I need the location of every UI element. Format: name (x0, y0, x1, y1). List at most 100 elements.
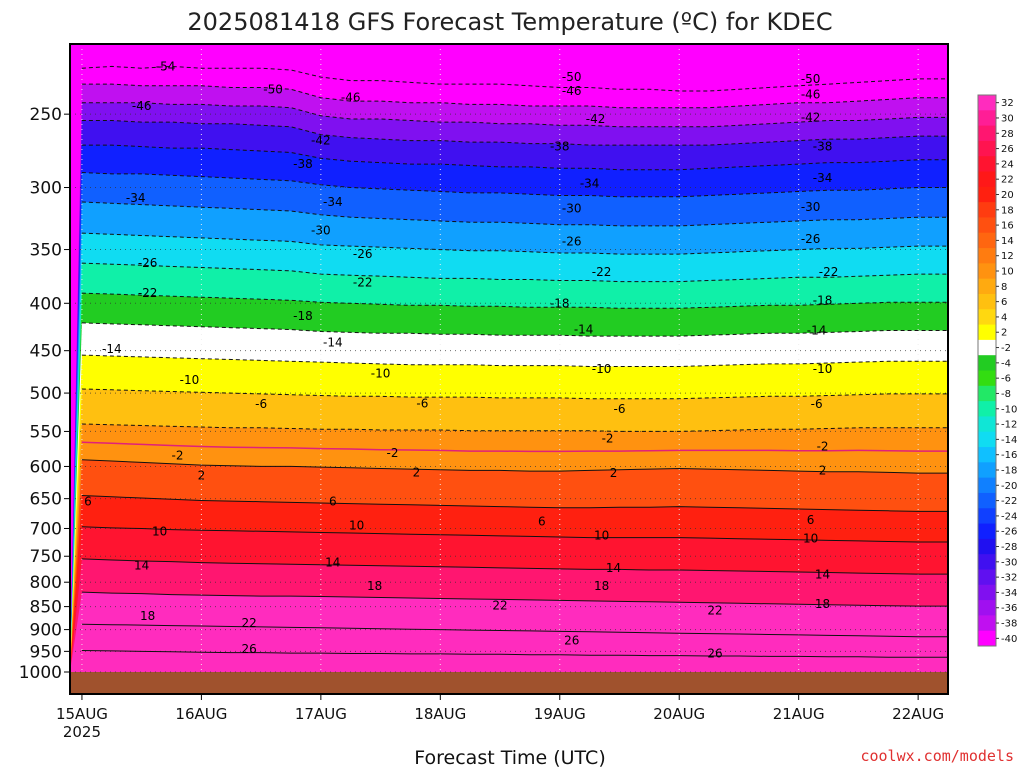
colorbar-label: -26 (1001, 527, 1017, 538)
colorbar-label: 26 (1001, 144, 1014, 155)
colorbar-swatch (978, 416, 996, 433)
contour-label: 22 (707, 603, 722, 617)
contour-label: -22 (592, 265, 612, 279)
colorbar-swatch (978, 508, 996, 525)
colorbar-swatch (978, 309, 996, 326)
y-tick-label: 950 (30, 642, 62, 662)
y-tick-label: 400 (30, 294, 62, 314)
colorbar-label: 12 (1001, 251, 1014, 262)
colorbar-label: -20 (1001, 481, 1017, 492)
x-tick-label: 16AUG (175, 705, 227, 723)
contour-label: 2 (610, 466, 618, 480)
colorbar-label: -6 (1001, 374, 1011, 385)
colorbar-swatch (978, 263, 996, 280)
colorbar-swatch (978, 140, 996, 157)
isotherm--50 (81, 83, 948, 109)
colorbar-label: -8 (1001, 389, 1011, 400)
colorbar-label: 8 (1001, 282, 1007, 293)
colorbar-swatch (978, 584, 996, 601)
contour-label: 14 (815, 568, 830, 582)
contour-label: -30 (562, 201, 582, 215)
freezing-line (81, 441, 948, 453)
colorbar-label: -14 (1001, 435, 1017, 446)
isotherm--2 (81, 423, 948, 432)
contour-label: 2 (198, 469, 206, 483)
colorbar-label: -32 (1001, 573, 1017, 584)
contour-label: 18 (594, 579, 609, 593)
y-tick-label: 550 (30, 422, 62, 442)
colorbar-label: 28 (1001, 129, 1014, 140)
contour-label: -6 (255, 397, 267, 411)
colorbar-swatch (978, 95, 996, 111)
colorbar-swatch (978, 156, 996, 173)
contour-label: -50 (562, 70, 582, 84)
colorbar-label: -38 (1001, 619, 1017, 630)
contour-label: -22 (819, 265, 839, 279)
y-tick-label: 1000 (19, 663, 62, 683)
contour-label: 22 (492, 599, 507, 613)
colorbar-label: 10 (1001, 267, 1014, 278)
colorbar-label: -36 (1001, 603, 1017, 614)
isotherm-22 (81, 623, 948, 638)
contour-label: 2 (819, 463, 827, 477)
contour-label: 18 (815, 597, 830, 611)
isotherm--30 (81, 201, 948, 227)
isotherm--10 (81, 354, 948, 367)
colorbar-label: 20 (1001, 190, 1014, 201)
contour-label: -10 (592, 362, 612, 376)
colorbar-swatch (978, 248, 996, 264)
contour-label: -26 (138, 256, 158, 270)
colorbar-swatch (978, 232, 996, 249)
contour-label: 6 (538, 515, 546, 529)
isotherm-26 (81, 650, 948, 658)
contour-label: 6 (807, 513, 815, 527)
x-tick-label: 22AUG (892, 705, 944, 723)
contour-label: -18 (550, 296, 570, 310)
colorbar-swatch (978, 339, 996, 356)
y-tick-label: 900 (30, 621, 62, 641)
contour-label: 6 (84, 495, 92, 509)
colorbar-label: 14 (1001, 236, 1014, 247)
colorbar-swatch (978, 615, 996, 632)
contour-label: -2 (602, 432, 614, 446)
isotherm-10 (81, 526, 948, 543)
colorbar-label: 2 (1001, 328, 1007, 339)
isotherm--26 (81, 232, 948, 255)
x-tick-label: 17AUG (295, 705, 347, 723)
contour-label: -46 (562, 84, 582, 98)
contour-label: 2 (413, 465, 421, 479)
colorbar-swatch (978, 523, 996, 540)
isotherm-6 (81, 495, 948, 512)
contour-label: 6 (329, 495, 337, 509)
colorbar-label: 16 (1001, 221, 1014, 232)
y-tick-label: 800 (30, 573, 62, 593)
contour-label: 22 (242, 616, 257, 630)
isotherm--34 (81, 172, 948, 198)
colorbar-swatch (978, 401, 996, 417)
contour-label: 10 (152, 524, 167, 538)
temperature-band (70, 650, 948, 672)
colorbar-swatch (978, 630, 996, 647)
y-tick-label: 350 (30, 241, 62, 261)
credit-link[interactable]: coolwx.com/models (860, 747, 1014, 765)
isotherm--54 (81, 65, 948, 92)
colorbar-swatch (978, 324, 996, 341)
isotherm-18 (81, 591, 948, 607)
colorbar-label: -2 (1001, 343, 1011, 354)
colorbar-legend: 32 30 28 26 24 22 20 18 16 14 12 10 8 6 4 2 -2 -4 -6 -8 -10 -… (977, 94, 1017, 647)
contour-label: -26 (801, 232, 821, 246)
colorbar-swatch (978, 600, 996, 616)
y-tick-label: 300 (30, 179, 62, 199)
y-tick-label: 450 (30, 342, 62, 362)
colorbar-label: 6 (1001, 297, 1007, 308)
contour-label: -14 (102, 342, 122, 356)
contour-label: -34 (580, 176, 600, 190)
isotherm-2 (81, 459, 948, 474)
colorbar-swatch (978, 125, 996, 142)
contour-label: -26 (562, 234, 582, 248)
colorbar-swatch (978, 569, 996, 586)
contour-label: -38 (813, 140, 833, 154)
colorbar-label: 30 (1001, 113, 1014, 124)
contour-label: -38 (550, 140, 570, 154)
colorbar-label: -34 (1001, 588, 1017, 599)
